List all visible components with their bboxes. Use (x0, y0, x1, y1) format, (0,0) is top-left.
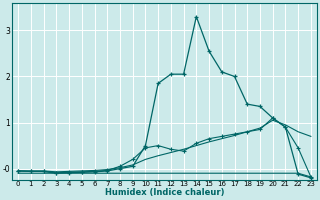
X-axis label: Humidex (Indice chaleur): Humidex (Indice chaleur) (105, 188, 224, 197)
